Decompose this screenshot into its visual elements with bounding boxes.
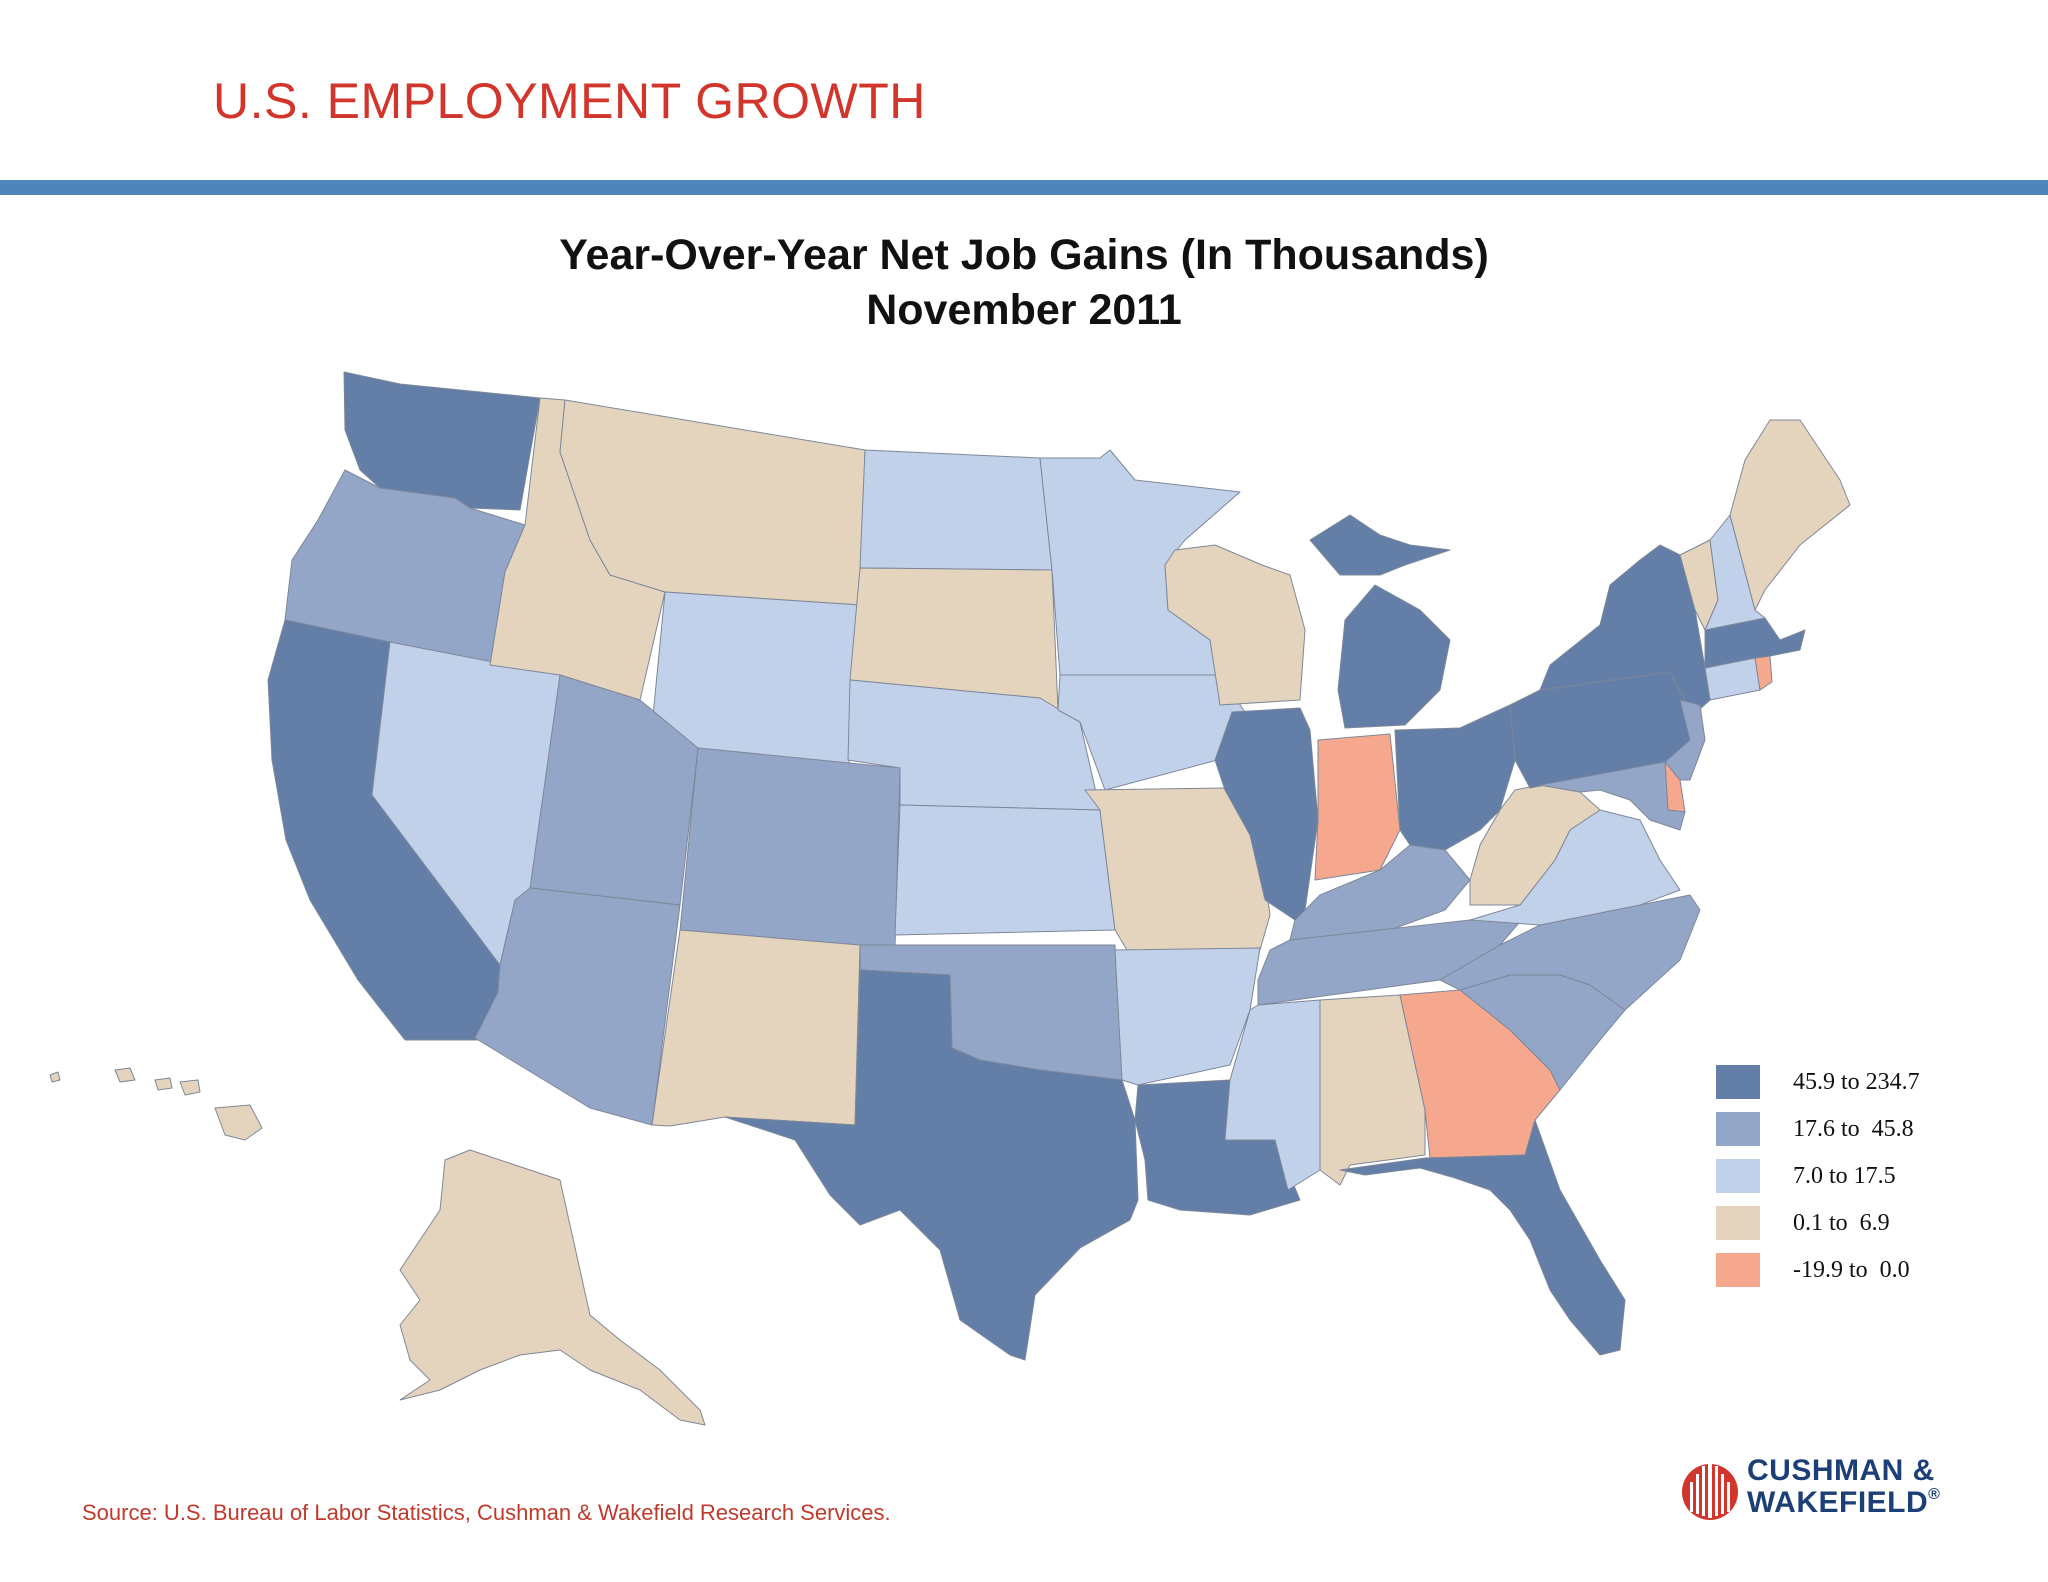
legend-item: 7.0 to 17.5 bbox=[1716, 1159, 2016, 1195]
legend-item: 45.9 to 234.7 bbox=[1716, 1065, 2016, 1101]
page-header-title: U.S. EMPLOYMENT GROWTH bbox=[213, 73, 926, 129]
legend-label: 17.6 to 45.8 bbox=[1793, 1116, 1914, 1142]
legend-label: 7.0 to 17.5 bbox=[1793, 1163, 1896, 1189]
state-HI[interactable] bbox=[49, 1067, 263, 1141]
source-note: Source: U.S. Bureau of Labor Statistics,… bbox=[82, 1500, 891, 1525]
state-NM[interactable] bbox=[651, 929, 861, 1127]
legend-item: 0.1 to 6.9 bbox=[1716, 1206, 2016, 1242]
state-ME[interactable] bbox=[1729, 419, 1851, 611]
state-UT[interactable] bbox=[529, 674, 699, 906]
state-OH[interactable] bbox=[1394, 704, 1516, 851]
state-IN[interactable] bbox=[1314, 733, 1401, 881]
logo-line1: CUSHMAN & bbox=[1747, 1454, 1935, 1487]
legend-swatch bbox=[1716, 1206, 1760, 1240]
legend-item: -19.9 to 0.0 bbox=[1716, 1253, 2016, 1289]
legend-swatch bbox=[1716, 1112, 1760, 1146]
chart-title-line1: Year-Over-Year Net Job Gains (In Thousan… bbox=[559, 231, 1489, 279]
state-MA[interactable] bbox=[1704, 617, 1806, 669]
state-MI[interactable] bbox=[1309, 514, 1451, 729]
state-KS[interactable] bbox=[894, 804, 1116, 936]
state-WI[interactable] bbox=[1164, 544, 1306, 706]
state-ND[interactable] bbox=[859, 449, 1053, 571]
legend-swatch bbox=[1716, 1159, 1760, 1193]
legend-label: 45.9 to 234.7 bbox=[1793, 1069, 1920, 1095]
state-AK[interactable] bbox=[399, 1149, 706, 1426]
logo-line2: WAKEFIELD® bbox=[1747, 1486, 1940, 1520]
header-rule bbox=[0, 180, 2048, 195]
logo-line2-text: WAKEFIELD bbox=[1747, 1486, 1929, 1519]
legend-label: -19.9 to 0.0 bbox=[1793, 1257, 1910, 1283]
state-MD[interactable] bbox=[1539, 761, 1686, 831]
state-TX[interactable] bbox=[724, 969, 1139, 1361]
cushman-wakefield-logo: CUSHMAN & WAKEFIELD® bbox=[1680, 1450, 1970, 1525]
state-AZ[interactable] bbox=[474, 887, 681, 1126]
legend-label: 0.1 to 6.9 bbox=[1793, 1210, 1890, 1236]
state-WV[interactable] bbox=[1469, 784, 1601, 906]
registered-mark: ® bbox=[1928, 1486, 1941, 1503]
state-AR[interactable] bbox=[1114, 947, 1261, 1086]
legend-swatch bbox=[1716, 1253, 1760, 1287]
chart-title-line2: November 2011 bbox=[866, 286, 1182, 334]
chart-title: Year-Over-Year Net Job Gains (In Thousan… bbox=[0, 228, 2048, 338]
legend-item: 17.6 to 45.8 bbox=[1716, 1112, 2016, 1148]
state-FL[interactable] bbox=[1339, 1119, 1626, 1356]
legend-swatch bbox=[1716, 1065, 1760, 1099]
building-icon bbox=[1682, 1460, 1738, 1520]
state-CO[interactable] bbox=[679, 747, 901, 949]
